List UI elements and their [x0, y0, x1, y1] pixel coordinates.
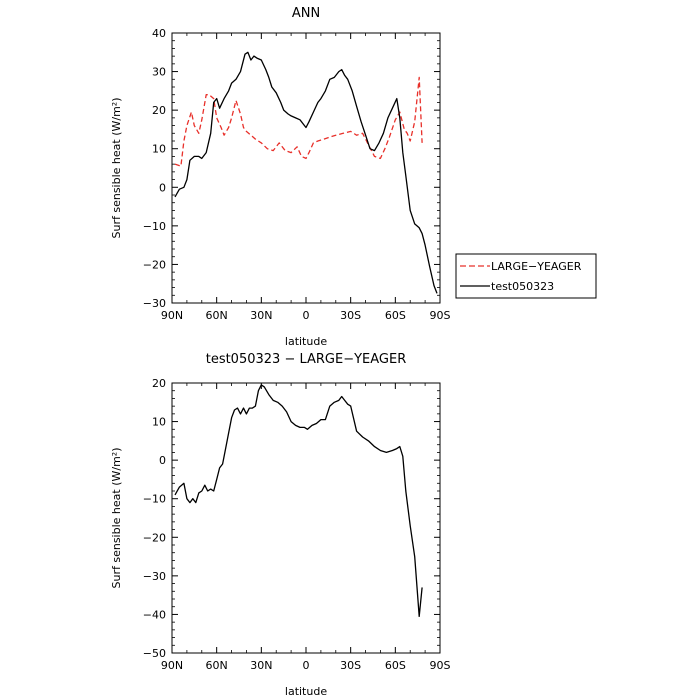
bottom-series-group	[174, 384, 423, 618]
bottom-y-tick-label: −20	[143, 531, 166, 544]
bottom-chart-title: test050323 − LARGE−YEAGER	[206, 352, 407, 367]
top-y-tick-label: −20	[143, 258, 166, 271]
bottom-x-tick-label: 30N	[250, 659, 272, 672]
top-panel: ANN −30 −20 −10 0 10 20 30 40 90N 60N 30N 0 30S 60S 90…	[110, 6, 597, 348]
top-x-tick-label: 30N	[250, 309, 272, 322]
top-x-tick-label: 90S	[430, 309, 451, 322]
top-plot-frame	[171, 32, 441, 304]
bottom-y-tick-label: 10	[152, 416, 166, 429]
legend-label-large-yeager: LARGE−YEAGER	[491, 260, 582, 273]
top-chart-title: ANN	[292, 6, 320, 21]
legend-box	[455, 253, 597, 299]
top-series-line-test050323	[174, 51, 438, 294]
bottom-x-tick-label: 90S	[430, 659, 451, 672]
bottom-x-tick-label: 60S	[385, 659, 406, 672]
top-y-tick-label: 0	[159, 181, 166, 194]
top-x-tick-label: 60S	[385, 309, 406, 322]
bottom-axes-ticks: −50 −40 −30 −20 −10 0 10 20 90N 60N 30N 0 30S 60S 90S	[143, 377, 451, 672]
top-y-tick-label: 40	[152, 27, 166, 40]
legend-label-test050323: test050323	[491, 280, 554, 293]
bottom-y-tick-label: −50	[143, 647, 166, 660]
top-series-line-large-yeager	[174, 76, 423, 167]
bottom-x-tick-label: 60N	[206, 659, 228, 672]
legend: LARGE−YEAGER test050323	[455, 253, 597, 299]
top-x-tick-label: 90N	[161, 309, 183, 322]
top-y-tick-label: −30	[143, 297, 166, 310]
top-x-tick-label: 0	[303, 309, 310, 322]
bottom-y-tick-label: −40	[143, 608, 166, 621]
bottom-y-tick-label: 20	[152, 377, 166, 390]
bottom-panel: test050323 − LARGE−YEAGER −50 −40 −30 −20 −1…	[110, 352, 451, 698]
top-x-tick-label: 30S	[340, 309, 361, 322]
bottom-x-axis-label: latitude	[285, 685, 327, 698]
bottom-y-axis-label: Surf sensible heat (W/m²)	[110, 448, 123, 589]
top-axes-ticks: −30 −20 −10 0 10 20 30 40 90N 60N 30N 0 30S 60S 90S	[143, 27, 451, 322]
top-y-tick-label: 30	[152, 66, 166, 79]
top-x-tick-label: 60N	[206, 309, 228, 322]
bottom-series-line-0	[174, 384, 423, 618]
bottom-x-tick-label: 0	[303, 659, 310, 672]
bottom-y-tick-label: −30	[143, 570, 166, 583]
bottom-plot-frame	[171, 382, 441, 654]
top-y-tick-label: −10	[143, 220, 166, 233]
top-y-tick-label: 20	[152, 104, 166, 117]
bottom-x-tick-label: 90N	[161, 659, 183, 672]
bottom-y-tick-label: −10	[143, 493, 166, 506]
top-y-tick-label: 10	[152, 143, 166, 156]
top-series-group	[174, 51, 438, 294]
top-y-axis-label: Surf sensible heat (W/m²)	[110, 98, 123, 239]
bottom-x-tick-label: 30S	[340, 659, 361, 672]
top-x-axis-label: latitude	[285, 335, 327, 348]
bottom-y-tick-label: 0	[159, 454, 166, 467]
